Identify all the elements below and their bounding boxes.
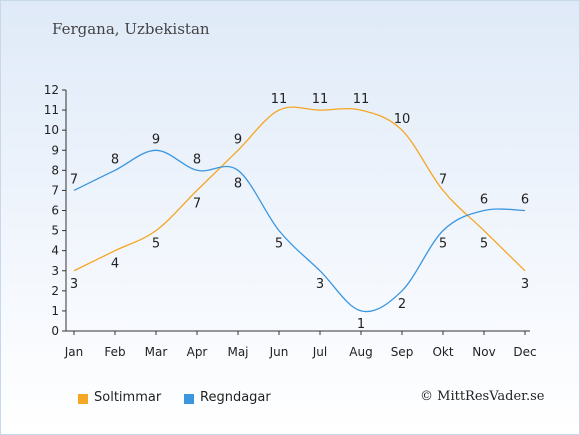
- source-credit: © MittResVader.se: [420, 389, 545, 404]
- data-label-soltimmar: 11: [353, 92, 370, 107]
- x-tick-label: Apr: [187, 345, 208, 359]
- data-label-soltimmar: 11: [271, 92, 288, 107]
- legend-label-soltimmar: Soltimmar: [94, 390, 162, 405]
- data-label-soltimmar: 5: [152, 237, 160, 252]
- y-tick-label: 1: [51, 304, 59, 318]
- data-label-regndagar: 3: [316, 277, 324, 292]
- data-label-regndagar: 6: [480, 193, 488, 208]
- y-tick-label: 11: [44, 103, 59, 117]
- data-label-soltimmar: 3: [70, 277, 78, 292]
- x-tick-label: Maj: [227, 345, 248, 359]
- data-label-regndagar: 8: [193, 152, 201, 167]
- x-tick-label: Feb: [104, 345, 125, 359]
- data-label-soltimmar: 7: [439, 172, 447, 187]
- x-tick-label: Jan: [64, 345, 84, 359]
- legend-label-regndagar: Regndagar: [200, 390, 271, 405]
- series-line-regndagar: [73, 149, 526, 313]
- data-label-regndagar: 8: [234, 176, 242, 191]
- data-label-regndagar: 7: [70, 172, 78, 187]
- data-label-soltimmar: 9: [234, 132, 242, 147]
- y-tick-label: 6: [51, 204, 59, 218]
- data-label-regndagar: 1: [357, 317, 365, 332]
- x-tick-label: Jun: [269, 345, 289, 359]
- x-tick-label: Nov: [472, 345, 495, 359]
- x-tick-label: Jul: [312, 345, 327, 359]
- y-tick-label: 5: [51, 224, 59, 238]
- data-label-soltimmar: 10: [394, 112, 411, 127]
- y-tick-label: 0: [51, 324, 59, 338]
- data-label-soltimmar: 7: [193, 196, 201, 211]
- x-tick-label: Dec: [513, 345, 536, 359]
- data-label-soltimmar: 4: [111, 257, 119, 272]
- y-tick-label: 4: [51, 244, 59, 258]
- data-label-regndagar: 5: [275, 237, 283, 252]
- x-tick-label: Mar: [145, 345, 168, 359]
- y-tick-label: 2: [51, 284, 59, 298]
- data-label-regndagar: 2: [398, 297, 406, 312]
- legend-swatch-soltimmar: [78, 394, 88, 404]
- x-tick-label: Sep: [391, 345, 414, 359]
- data-label-soltimmar: 5: [480, 237, 488, 252]
- data-label-regndagar: 9: [152, 132, 160, 147]
- y-tick-label: 10: [44, 123, 59, 137]
- y-tick-label: 8: [51, 163, 59, 177]
- series-line-soltimmar: [73, 106, 526, 272]
- chart-title: Fergana, Uzbekistan: [52, 20, 210, 38]
- y-tick-label: 9: [51, 143, 59, 157]
- data-label-soltimmar: 11: [312, 92, 329, 107]
- data-label-regndagar: 6: [521, 193, 529, 208]
- data-label-soltimmar: 3: [521, 277, 529, 292]
- y-tick-label: 12: [44, 83, 59, 97]
- x-tick-label: Aug: [349, 345, 372, 359]
- data-label-regndagar: 8: [111, 152, 119, 167]
- x-tick-label: Okt: [432, 345, 453, 359]
- y-tick-label: 7: [51, 183, 59, 197]
- data-label-regndagar: 5: [439, 237, 447, 252]
- legend-swatch-regndagar: [184, 394, 194, 404]
- y-tick-label: 3: [51, 264, 59, 278]
